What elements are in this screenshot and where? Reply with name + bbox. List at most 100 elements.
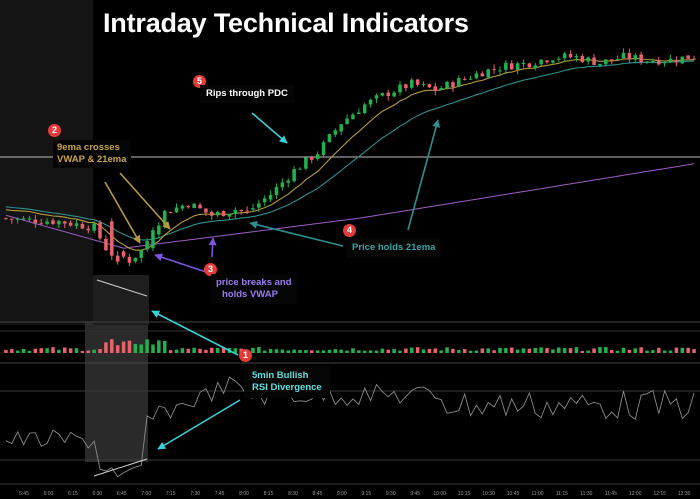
volume-bar xyxy=(339,349,343,353)
candle-body xyxy=(80,224,85,229)
callout-badge-5: 5 xyxy=(193,75,206,88)
volume-bar xyxy=(521,348,526,353)
volume-bar xyxy=(39,348,43,353)
candle-body xyxy=(433,86,438,91)
candle-body xyxy=(368,99,373,105)
volume-bar xyxy=(439,350,443,353)
arrow-to-rsi-low xyxy=(157,399,241,450)
candle xyxy=(4,217,8,220)
candle-body xyxy=(468,78,473,80)
x-tick-label: 10:30 xyxy=(482,491,495,497)
candle xyxy=(180,204,185,211)
volume-bar xyxy=(462,349,467,353)
volume-bar xyxy=(192,347,196,353)
candle xyxy=(362,102,367,115)
candle xyxy=(80,221,85,229)
callout-text-2b: VWAP & 21ema xyxy=(57,154,127,165)
candle xyxy=(462,76,467,81)
volume-bar xyxy=(474,350,479,353)
candle xyxy=(74,219,79,229)
candle xyxy=(239,209,243,215)
candle-body xyxy=(374,95,379,99)
candle xyxy=(262,195,267,207)
volume-bar xyxy=(651,350,655,353)
candle-body xyxy=(480,73,485,77)
volume-bar xyxy=(210,347,214,353)
volume-bar xyxy=(445,347,449,353)
candle xyxy=(433,82,438,96)
candle-body xyxy=(221,210,226,217)
candle-body xyxy=(310,157,314,160)
volume-bar xyxy=(421,349,426,353)
callout-label-2: 9ema crosses VWAP & 21ema xyxy=(53,140,131,168)
volume-bar xyxy=(686,347,690,353)
candle xyxy=(474,71,479,79)
volume-bar xyxy=(27,350,32,353)
candle xyxy=(157,222,161,238)
volume-bar xyxy=(615,350,620,353)
candle xyxy=(98,220,102,241)
candle-body xyxy=(210,211,214,216)
candle xyxy=(562,51,567,62)
candle xyxy=(686,55,690,59)
candle-body xyxy=(304,157,308,169)
candle-body xyxy=(668,58,673,63)
volume-bar xyxy=(157,340,161,353)
x-tick-label: 7:30 xyxy=(190,491,200,497)
volume-bar xyxy=(98,348,102,353)
vwap-line xyxy=(5,163,695,249)
volume-bar xyxy=(674,347,679,353)
candle xyxy=(210,210,214,221)
volume-bar xyxy=(409,347,414,353)
volume-bar xyxy=(251,347,255,353)
volume-bar xyxy=(121,341,126,353)
x-tick-label: 9:45 xyxy=(410,491,420,497)
candle-body xyxy=(539,59,543,65)
candle xyxy=(215,210,220,218)
ema9-line xyxy=(5,57,695,251)
candle-body xyxy=(321,142,326,156)
volume-bar xyxy=(633,348,638,353)
candle xyxy=(115,251,120,265)
candle xyxy=(586,56,590,65)
candle-body xyxy=(692,58,696,60)
volume-bar xyxy=(392,348,396,353)
candle xyxy=(39,218,43,225)
candle xyxy=(498,66,502,76)
candle xyxy=(68,220,73,227)
volume-bar xyxy=(398,350,402,353)
candle xyxy=(674,56,679,67)
candle xyxy=(651,58,655,64)
candle-body xyxy=(604,59,608,65)
candle xyxy=(574,53,579,62)
volume-bar xyxy=(692,349,696,353)
candle-body xyxy=(451,82,455,88)
candle-body xyxy=(398,84,402,93)
volume-bar xyxy=(286,350,291,353)
candle xyxy=(33,215,38,228)
x-tick-label: 8:15 xyxy=(264,491,274,497)
x-tick-label: 11:45 xyxy=(605,491,617,497)
volume-bar xyxy=(568,348,573,353)
candle-body xyxy=(39,223,43,225)
volume-bar xyxy=(57,349,61,353)
volume-bar xyxy=(380,348,385,353)
volume-bar xyxy=(433,348,438,353)
volume-bar xyxy=(627,349,632,353)
volume-bar xyxy=(145,339,149,353)
candle-body xyxy=(445,81,449,89)
candle-body xyxy=(4,218,8,220)
callout-text-2a: 9ema crosses xyxy=(57,142,120,153)
arrow-to-21ema-hold-2 xyxy=(407,119,440,231)
volume-bar xyxy=(657,347,661,353)
volume-bar xyxy=(274,349,279,353)
candle xyxy=(521,59,526,68)
volume-bar xyxy=(315,350,320,353)
candle xyxy=(539,59,543,67)
candle xyxy=(10,218,14,224)
arrow-to-vwap-break xyxy=(154,253,213,275)
candle-body xyxy=(127,256,132,263)
callout-badge-3: 3 xyxy=(204,263,217,276)
candle-body xyxy=(262,198,267,203)
